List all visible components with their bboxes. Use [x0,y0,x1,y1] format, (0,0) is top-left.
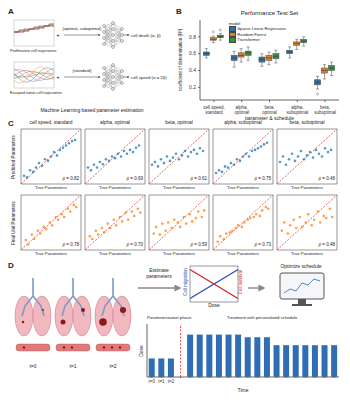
html-text:Random Forest: Random Forest [237,31,267,37]
html-text:model: model [228,21,241,26]
html-text:Dose: Dose [137,344,144,357]
html-text:True Parameters: True Parameters [227,251,259,256]
html-text:Sparse Linear Regression: Sparse Linear Regression [237,26,286,32]
html-text:Parameterization phase: Parameterization phase [147,315,192,320]
svg-text:Time: Time [238,387,249,392]
svg-text:Proliferative cell trajectorie: Proliferative cell trajectories [10,49,57,53]
html-text:ρ = 0.78: ρ = 0.78 [62,242,79,247]
html-text:ρ = 0.48: ρ = 0.48 [318,242,335,247]
html-text:alpha, optimal: alpha, optimal [100,120,130,125]
svg-text:t=2: t=2 [168,379,175,384]
html-text:Transformer: Transformer [237,37,260,43]
html-text:ρ = 0.61: ρ = 0.61 [190,176,207,181]
html-text:cell speed, standard: cell speed, standard [29,120,73,125]
svg-text:alpha,optimal: alpha,optimal [234,105,249,115]
html-text:True Parameters: True Parameters [291,185,323,190]
svg-text:0.2: 0.2 [189,84,196,90]
html-text:C: C [8,119,14,128]
html-text:D: D [8,261,14,270]
html-text:coefficient of determination (: coefficient of determination (R²) [177,28,183,92]
html-text:alpha, suboptimal: alpha, suboptimal [224,120,262,125]
html-text:ρ = 0.69: ρ = 0.69 [126,176,143,181]
svg-text:beta,optimal: beta,optimal [262,105,277,115]
svg-text:+: + [56,32,60,38]
svg-text:{standard}: {standard} [72,68,92,73]
html-text:Cell survival: Cell survival [237,269,243,295]
html-text:Cell migration: Cell migration [182,268,188,296]
html-text:True Parameters: True Parameters [227,185,259,190]
html-text:Predicted Parameters: Predicted Parameters [10,134,16,179]
svg-text:{optimal, suboptimal}: {optimal, suboptimal} [63,26,102,31]
svg-text:t=0: t=0 [29,363,36,369]
html-text:True Parameters: True Parameters [99,251,131,256]
svg-text:Escaped tumor cell trajectorie: Escaped tumor cell trajectories [10,91,62,95]
html-text:Treatment with personalized sc: Treatment with personalized schedule [227,315,298,320]
svg-text:t=1: t=1 [69,363,76,369]
svg-text:Machine Learning based paramet: Machine Learning based parameter estimat… [40,107,143,113]
html-text:True Parameters: True Parameters [163,251,195,256]
html-text:True Parameters: True Parameters [35,185,67,190]
html-text:ρ = 0.46: ρ = 0.46 [318,176,335,181]
svg-text:cell speed (α = 2β): cell speed (α = 2β) [131,75,167,80]
html-text:ρ = 0.59: ρ = 0.59 [190,242,207,247]
html-text:beta, suboptimal: beta, suboptimal [289,120,325,125]
html-text:ρ = 0.75: ρ = 0.75 [254,176,271,181]
svg-text:beta,suboptimal: beta,suboptimal [314,105,336,115]
svg-text:cell death (α, β): cell death (α, β) [131,33,161,38]
svg-text:0.6: 0.6 [189,50,196,56]
html-text:ρ = 0.73: ρ = 0.73 [254,242,271,247]
svg-text:t=2: t=2 [109,363,116,369]
svg-text:t=0: t=0 [149,379,156,384]
html-text:A: A [8,7,14,16]
html-text:True Parameters: True Parameters [99,185,131,190]
svg-text:cell speed,standard: cell speed,standard [203,105,225,115]
html-text:Dose: Dose [208,302,220,308]
svg-text:+: + [56,74,60,80]
html-text:True Parameters: True Parameters [163,185,195,190]
html-text:ρ = 0.70: ρ = 0.70 [126,242,143,247]
html-text:Performance Test Set: Performance Test Set [240,10,299,16]
html-text:B: B [176,7,182,16]
html-text:ρ = 0.82: ρ = 0.82 [62,176,79,181]
svg-text:parameter & schedule: parameter & schedule [245,115,294,120]
svg-text:0.4: 0.4 [189,67,196,73]
svg-text:t=1: t=1 [158,379,165,384]
html-text:beta, optimal: beta, optimal [165,120,193,125]
svg-text:alpha,suboptimal: alpha,suboptimal [286,105,308,115]
html-text:Final Unit Parameters: Final Unit Parameters [10,200,16,245]
svg-text:0.8: 0.8 [189,34,196,40]
html-text:Optimize schedule: Optimize schedule [280,263,322,269]
html-text:True Parameters: True Parameters [35,251,67,256]
html-text:Estimate parameters: Estimate parameters [146,267,172,279]
html-text:True Parameters: True Parameters [291,251,323,256]
